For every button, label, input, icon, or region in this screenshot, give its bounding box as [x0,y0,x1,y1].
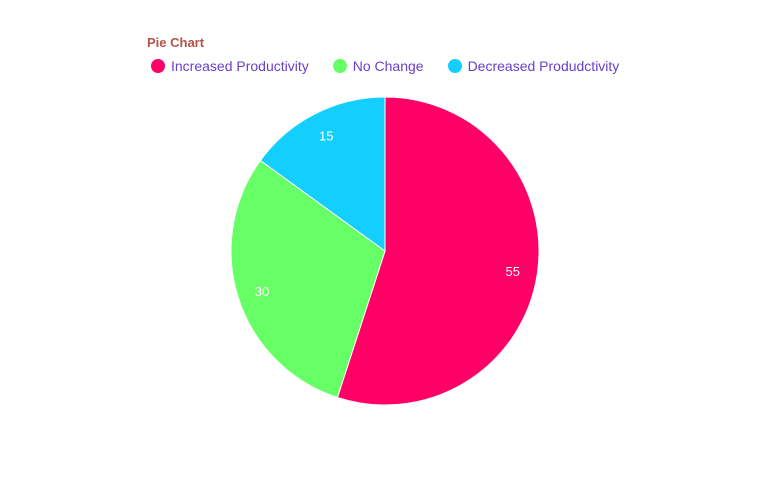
legend-swatch-no-change [332,59,347,73]
legend-item-increased[interactable]: Increased Productivity [151,58,309,74]
pie-slice-decreased[interactable] [259,96,386,252]
legend-item-decreased[interactable]: Decreased Produdctivity [447,58,620,74]
slice-label-increased: 55 [506,264,520,279]
chart-title: Pie Chart [147,35,205,50]
chart-legend: Increased Productivity No Change Decreas… [151,58,619,74]
slice-label-no-change: 30 [255,284,269,299]
legend-label-no-change: No Change [352,58,424,74]
legend-label-increased: Increased Productivity [171,58,309,74]
legend-swatch-decreased [447,59,462,73]
legend-swatch-increased [151,59,165,73]
slice-label-decreased: 15 [319,129,333,144]
legend-item-no-change[interactable]: No Change [332,58,424,74]
legend-label-decreased: Decreased Produdctivity [467,58,620,74]
pie-slice-no-change[interactable] [230,159,386,399]
pie-slice-increased[interactable] [336,96,540,406]
